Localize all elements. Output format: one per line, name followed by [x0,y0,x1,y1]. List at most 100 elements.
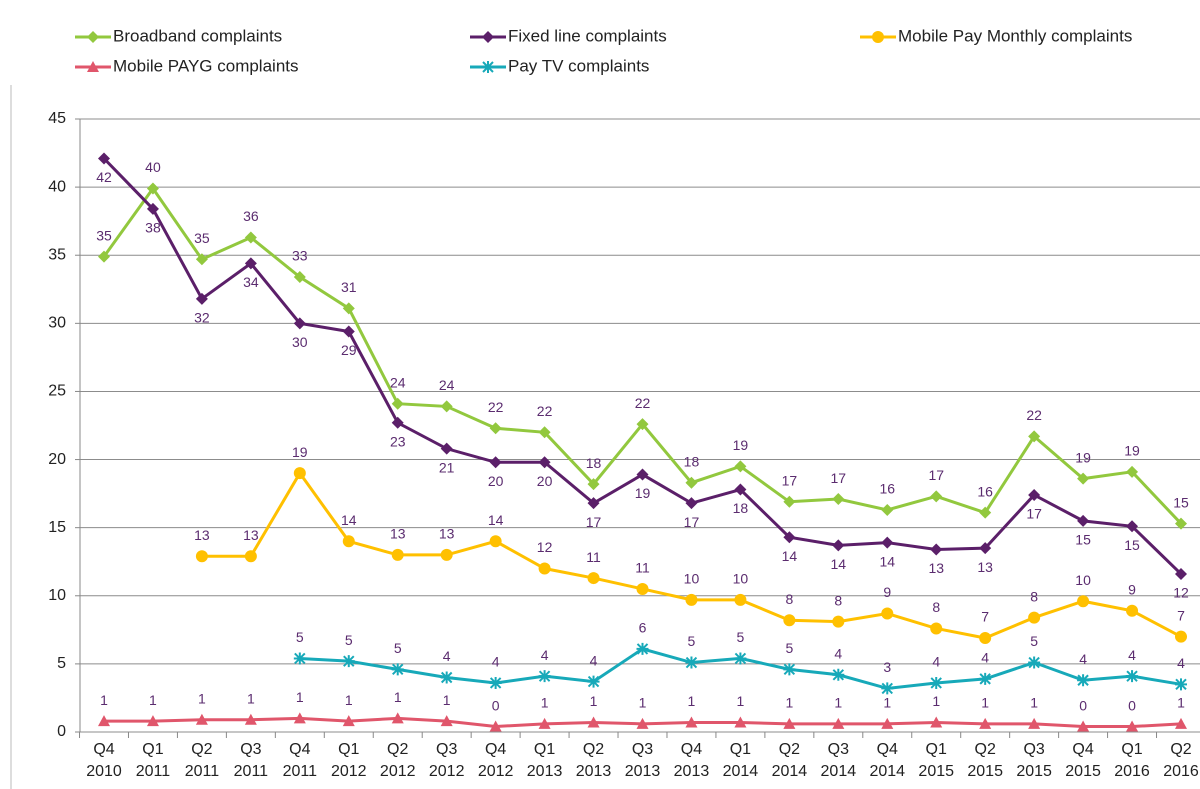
data-label: 23 [390,433,406,449]
marker [489,456,502,469]
data-label: 13 [194,527,210,543]
marker [685,593,698,606]
marker [342,715,355,727]
data-label: 0 [1128,697,1136,713]
marker [146,715,159,727]
marker [195,550,208,563]
marker [930,622,943,635]
marker [979,717,992,729]
data-label: 1 [296,689,304,705]
data-label: 14 [831,556,847,572]
marker [685,716,698,728]
marker [783,531,796,544]
marker [195,713,208,725]
data-label: 13 [928,560,944,576]
x-tick-label: 2012 [429,763,465,780]
marker [98,250,110,263]
x-tick-label: Q3 [632,741,653,758]
marker [538,426,551,439]
marker [1126,670,1139,683]
marker [244,257,257,270]
data-label: 13 [390,526,406,542]
data-label: 20 [488,473,504,489]
y-tick-label: 10 [48,587,66,604]
marker [832,493,845,506]
data-label: 4 [981,650,989,666]
x-tick-label: Q2 [583,741,604,758]
legend-label: Fixed line complaints [508,26,667,45]
data-label: 14 [341,512,357,528]
x-tick-label: Q1 [534,741,555,758]
data-label: 1 [443,692,451,708]
marker [1126,720,1139,732]
marker [98,715,110,727]
data-label: 10 [1075,572,1091,588]
data-label: 14 [782,548,798,564]
x-tick-label: Q4 [289,741,310,758]
data-label: 1 [883,695,891,711]
data-label: 8 [785,591,793,607]
data-label: 22 [537,403,553,419]
x-tick-label: 2016 [1163,763,1199,780]
data-label: 14 [488,512,504,528]
marker [293,317,306,330]
x-tick-label: Q4 [93,741,114,758]
marker [930,676,943,689]
data-label: 33 [292,248,308,264]
x-tick-label: Q2 [1170,741,1191,758]
marker [342,325,355,338]
data-label: 35 [194,230,210,246]
marker [1077,514,1090,527]
data-label: 12 [537,539,553,555]
data-label: 4 [1177,655,1185,671]
x-tick-label: 2010 [86,763,122,780]
x-tick-label: Q3 [828,741,849,758]
marker [832,615,845,628]
data-label: 1 [785,695,793,711]
marker [930,543,943,556]
marker [391,663,404,676]
data-label: 4 [492,654,500,670]
data-label: 29 [341,342,357,358]
marker [1028,430,1041,443]
data-label: 19 [1124,443,1140,459]
data-label: 11 [635,560,650,576]
x-tick-label: 2011 [283,763,318,780]
data-label: 5 [785,640,793,656]
marker [783,614,796,627]
data-label: 3 [883,659,891,675]
marker [391,397,404,410]
data-label: 38 [145,220,161,236]
marker [881,536,894,549]
x-tick-label: Q4 [1072,741,1093,758]
data-label: 1 [1177,695,1185,711]
data-label: 16 [879,481,895,497]
marker [1175,517,1187,530]
marker [1028,656,1041,669]
marker [1077,595,1090,608]
marker [832,539,845,552]
marker [636,468,649,481]
data-label: 17 [831,470,847,486]
data-label: 5 [345,632,353,648]
marker [734,483,747,496]
x-tick-label: Q2 [191,741,212,758]
legend-label: Pay TV complaints [508,56,649,75]
x-tick-label: 2014 [772,763,808,780]
legend-marker [872,31,884,43]
data-label: 19 [1075,449,1091,465]
marker [538,562,551,575]
marker [881,717,894,729]
data-label: 13 [243,527,259,543]
data-label: 1 [198,690,206,706]
marker [979,506,992,519]
data-label: 7 [1177,607,1185,623]
marker [1175,678,1187,691]
series: 5 5 5 4 4 4 4 6 5 5 5 4 3 4 4 5 4 4 4 [293,620,1187,695]
marker [342,535,355,548]
legend-label: Mobile PAYG complaints [113,56,299,75]
marker [685,476,698,489]
x-tick-label: Q1 [730,741,751,758]
y-tick-label: 15 [48,519,66,536]
marker [930,716,943,728]
